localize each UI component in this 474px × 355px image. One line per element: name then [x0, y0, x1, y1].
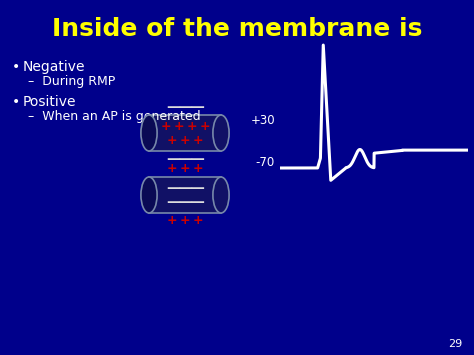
- Text: +: +: [193, 163, 203, 175]
- Text: +30: +30: [250, 114, 275, 126]
- Ellipse shape: [141, 115, 157, 151]
- Text: —: —: [190, 195, 204, 209]
- Text: +: +: [199, 120, 210, 132]
- Ellipse shape: [213, 177, 229, 213]
- Text: +: +: [180, 133, 191, 147]
- Text: +: +: [173, 120, 184, 132]
- Text: —: —: [190, 152, 204, 166]
- Text: +: +: [167, 214, 177, 228]
- Text: –  When an AP is generated: – When an AP is generated: [28, 110, 201, 123]
- Text: +: +: [167, 163, 177, 175]
- Text: —: —: [178, 195, 192, 209]
- Text: +: +: [186, 120, 197, 132]
- Text: —: —: [190, 181, 204, 195]
- Bar: [149, 115, 221, 151]
- Text: —: —: [166, 195, 180, 209]
- Bar: [149, 177, 221, 213]
- Ellipse shape: [141, 177, 157, 213]
- Text: Positive: Positive: [23, 95, 76, 109]
- Text: +: +: [160, 120, 171, 132]
- Text: +: +: [167, 133, 177, 147]
- Text: —: —: [178, 152, 192, 166]
- Text: —: —: [178, 181, 192, 195]
- Text: —: —: [166, 100, 180, 114]
- Text: —: —: [190, 100, 204, 114]
- Text: •: •: [12, 60, 20, 74]
- Text: —: —: [178, 100, 192, 114]
- Text: +: +: [180, 214, 191, 228]
- Text: +: +: [193, 214, 203, 228]
- Text: -70: -70: [256, 157, 275, 169]
- Text: —: —: [166, 181, 180, 195]
- Text: +: +: [180, 163, 191, 175]
- Text: •: •: [12, 95, 20, 109]
- Text: —: —: [166, 152, 180, 166]
- Text: 29: 29: [448, 339, 462, 349]
- Text: Negative: Negative: [23, 60, 85, 74]
- Text: Inside of the membrane is: Inside of the membrane is: [52, 17, 422, 41]
- Text: +: +: [193, 133, 203, 147]
- Ellipse shape: [213, 115, 229, 151]
- Text: –  During RMP: – During RMP: [28, 75, 115, 88]
